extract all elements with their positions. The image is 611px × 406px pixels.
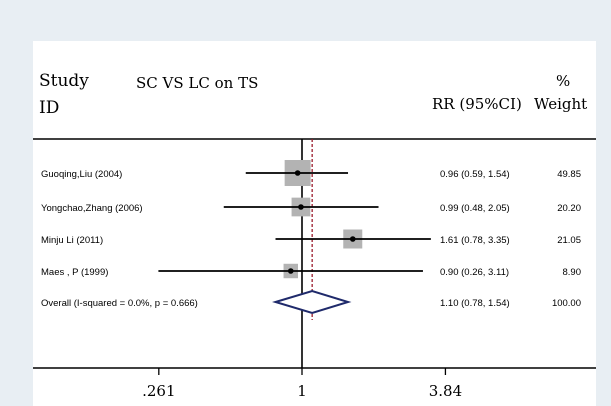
x-tick-label: 3.84: [429, 382, 462, 400]
x-tick-label: 1: [297, 382, 307, 400]
study-label: Yongchao,Zhang (2006): [41, 203, 143, 214]
study-rr-ci: 0.90 (0.26, 3.11): [440, 267, 509, 278]
overall-rr-ci: 1.10 (0.78, 1.54): [440, 298, 510, 309]
study-point: [349, 236, 356, 242]
overall-label: Overall (I-squared = 0.0%, p = 0.666): [41, 298, 198, 309]
study-rr-ci: 0.96 (0.59, 1.54): [440, 169, 510, 180]
study-label: Guoqing,Liu (2004): [41, 169, 122, 180]
study-point: [294, 170, 301, 176]
study-point: [287, 268, 294, 274]
x-tick-label: .261: [142, 382, 175, 400]
study-rr-ci: 1.61 (0.78, 3.35): [440, 235, 510, 246]
x-axis-ticks: .261 1 3.84: [142, 368, 462, 400]
plot-panel: [33, 41, 596, 368]
study-rr-ci: 0.99 (0.48, 2.05): [440, 203, 510, 214]
header-percent: %: [556, 72, 570, 90]
study-weight: 21.05: [557, 235, 581, 246]
header-study: Study: [39, 71, 89, 91]
study-weight: 49.85: [557, 169, 581, 180]
header-rr: RR (95%CI): [432, 95, 522, 113]
overall-diamond: [272, 289, 352, 315]
study-weight: 8.90: [563, 267, 582, 278]
study-label: Minju Li (2011): [41, 235, 103, 246]
plot-marks: [158, 139, 431, 368]
study-label: Maes , P (1999): [41, 267, 108, 278]
study-weight: 20.20: [557, 203, 581, 214]
header-id: ID: [39, 98, 59, 118]
header-weight: Weight: [534, 95, 587, 113]
study-point: [298, 204, 304, 210]
overall-weight: 100.00: [552, 298, 581, 309]
axis-strip: [33, 368, 596, 406]
plot-title: SC VS LC on TS: [136, 74, 258, 92]
study-rows: Guoqing,Liu (2004) 0.96 (0.59, 1.54) 49.85…: [41, 169, 581, 309]
